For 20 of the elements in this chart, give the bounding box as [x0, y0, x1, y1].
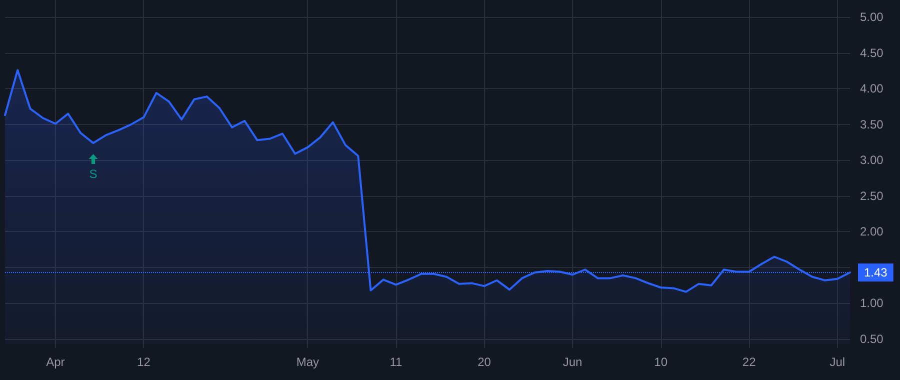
y-tick-label: 3.50: [860, 117, 884, 132]
y-tick-label: 5.00: [860, 10, 884, 24]
y-tick-label: 4.50: [860, 46, 884, 60]
y-tick-label: 2.00: [860, 224, 884, 239]
y-tick-label: 0.50: [860, 332, 884, 346]
x-tick-label: 12: [137, 355, 151, 369]
x-tick-label: Apr: [46, 355, 65, 369]
x-tick-label: Jul: [830, 355, 846, 369]
y-tick-label: 4.00: [860, 82, 884, 96]
y-tick-label: 1.00: [860, 296, 884, 310]
x-tick-label: 10: [654, 355, 668, 369]
y-tick-label: 2.50: [860, 188, 884, 203]
ref-line-label: 1.43: [864, 265, 888, 280]
x-tick-label: 22: [742, 355, 756, 369]
x-tick-label: May: [296, 355, 320, 369]
x-tick-label: 20: [478, 355, 492, 369]
annotation: S: [89, 167, 98, 182]
y-tick-label: 3.00: [860, 153, 884, 168]
x-tick-label: 11: [390, 355, 403, 369]
x-tick-label: Jun: [562, 355, 582, 369]
